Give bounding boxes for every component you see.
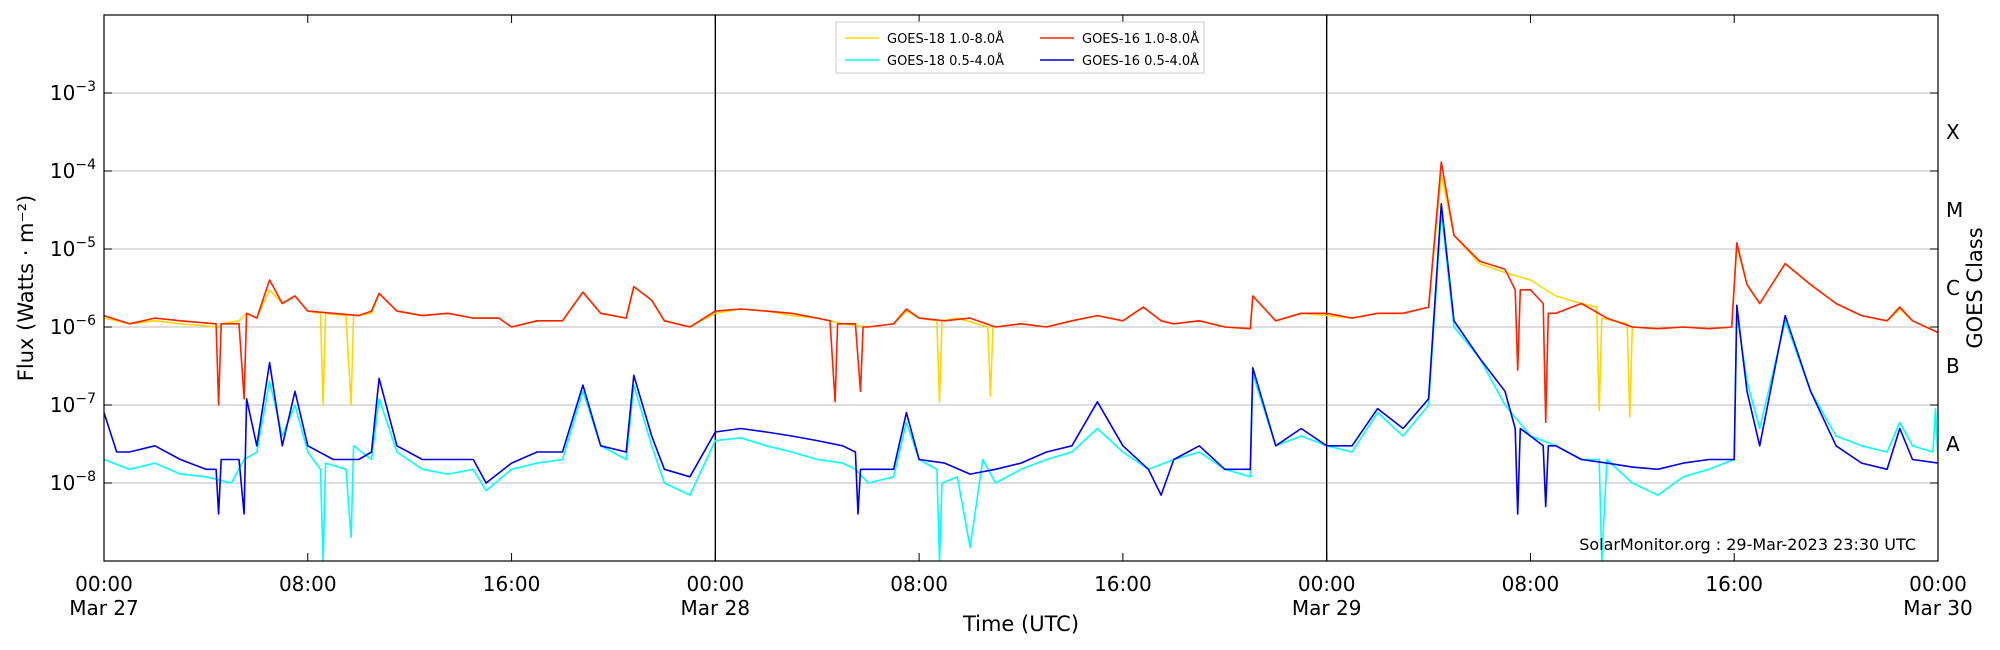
x-axis-title: Time (UTC) (962, 612, 1079, 636)
y-tick-label: 10−4 (50, 157, 96, 183)
x-tick-date-label: Mar 27 (69, 596, 139, 620)
x-tick-label: 16:00 (1705, 572, 1763, 596)
goes-class-label: B (1946, 354, 1960, 378)
grid (104, 15, 1938, 561)
series-layer (104, 161, 1938, 561)
series-line-0 (104, 173, 1938, 418)
x-tick-label: 00:00 (1909, 572, 1967, 596)
x-tick-label: 16:00 (483, 572, 541, 596)
series-line-3 (104, 203, 1938, 515)
y-tick-label: 10−8 (50, 469, 96, 495)
legend-label: GOES-18 1.0-8.0Å (887, 31, 1004, 47)
x-tick-label: 16:00 (1094, 572, 1152, 596)
y-tick-label: 10−3 (50, 79, 96, 105)
y-axis-title: Flux (Watts · m⁻²) (14, 195, 38, 381)
y-tick-label: 10−6 (50, 313, 96, 339)
x-tick-label: 08:00 (1502, 572, 1560, 596)
x-tick-label: 00:00 (1298, 572, 1356, 596)
x-tick-label: 08:00 (279, 572, 337, 596)
legend-label: GOES-16 1.0-8.0Å (1082, 31, 1199, 47)
goes-class-label: C (1946, 276, 1960, 300)
plot-frame (103, 14, 1939, 562)
x-tick-label: 00:00 (687, 572, 745, 596)
series-line-2 (104, 161, 1938, 424)
x-tick-date-label: Mar 29 (1292, 596, 1362, 620)
y-axis-title-right: GOES Class (1963, 227, 1987, 348)
goes-class-label: M (1946, 198, 1963, 222)
legend-box (835, 21, 1205, 74)
goes-class-label: A (1946, 432, 1960, 456)
legend-label: GOES-18 0.5-4.0Å (887, 53, 1004, 69)
x-tick-label: 08:00 (890, 572, 948, 596)
legend: GOES-18 1.0-8.0Å GOES-18 0.5-4.0Å GOES-16 … (835, 21, 1205, 74)
x-tick-date-label: Mar 30 (1903, 596, 1973, 620)
legend-label: GOES-16 0.5-4.0Å (1082, 53, 1199, 69)
goes-class-label: X (1946, 120, 1960, 144)
series-line-1 (104, 211, 1938, 561)
credit-annotation: SolarMonitor.org : 29-Mar-2023 23:30 UTC (1579, 535, 1916, 554)
y-tick-label: 10−7 (50, 391, 96, 417)
x-tick-label: 00:00 (75, 572, 133, 596)
x-tick-date-label: Mar 28 (681, 596, 751, 620)
y-tick-label: 10−5 (50, 235, 96, 261)
